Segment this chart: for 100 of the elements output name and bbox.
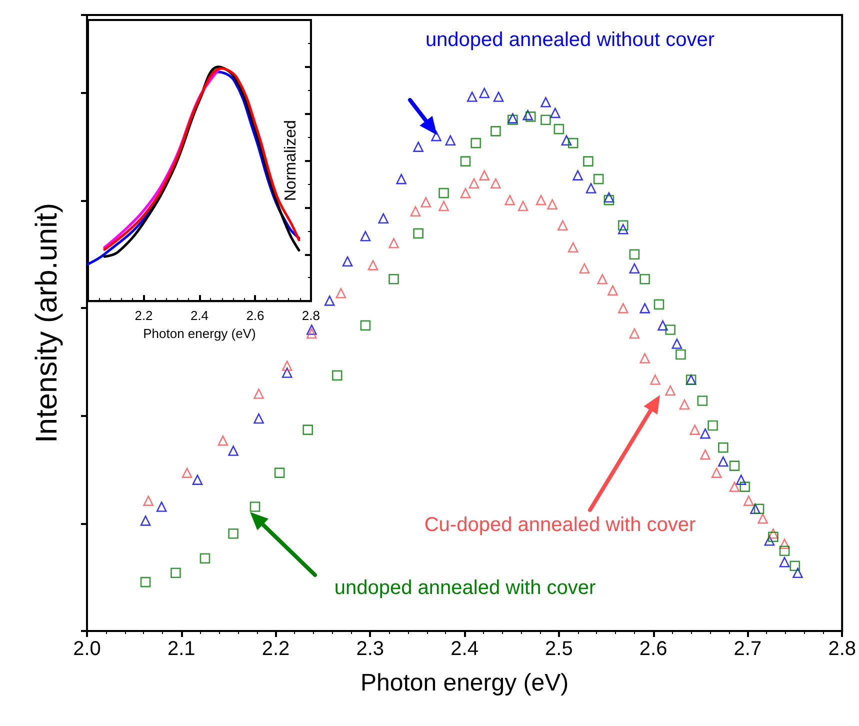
point: [658, 320, 668, 331]
point: [586, 183, 596, 194]
x-tick-label: 2.2: [262, 638, 290, 660]
x-tick-label: 2.4: [190, 308, 209, 324]
x-tick-label: 2.6: [246, 308, 264, 324]
point: [250, 502, 260, 512]
point: [779, 556, 790, 568]
point: [690, 424, 700, 435]
point: [604, 192, 614, 203]
point: [597, 274, 608, 284]
x-tick-label: 2.1: [167, 638, 196, 660]
point: [568, 138, 578, 148]
x-tick-label: 2.6: [639, 638, 668, 660]
x-axis-title: Photon energy (eV): [360, 670, 569, 696]
point: [336, 288, 346, 298]
point: [140, 516, 151, 526]
point: [282, 360, 292, 371]
point: [324, 296, 335, 306]
point: [718, 442, 728, 453]
point: [378, 213, 389, 224]
point: [306, 328, 317, 339]
point: [572, 170, 583, 180]
point: [540, 114, 551, 126]
point: [744, 496, 754, 506]
point: [708, 420, 718, 431]
point: [438, 188, 449, 198]
point: [540, 97, 551, 108]
point: [561, 135, 572, 146]
point: [396, 174, 406, 184]
point: [468, 178, 480, 189]
point: [413, 142, 424, 152]
point: [700, 449, 710, 460]
x-axis-title: Photon energy (eV): [143, 326, 256, 341]
point: [431, 130, 442, 142]
point: [764, 535, 775, 546]
point: [170, 568, 181, 578]
point: [460, 156, 471, 166]
point: [479, 170, 490, 180]
point: [368, 260, 378, 270]
point: [568, 242, 578, 253]
point: [420, 197, 431, 208]
point: [697, 396, 708, 406]
point: [718, 456, 728, 467]
point: [654, 299, 664, 310]
point: [306, 324, 317, 335]
point: [413, 228, 424, 239]
point: [332, 370, 342, 381]
point: [254, 413, 264, 424]
x-tick-label: 2.0: [73, 638, 101, 660]
point: [604, 194, 614, 206]
point: [779, 546, 790, 556]
point: [711, 468, 722, 478]
point: [779, 538, 790, 549]
point: [672, 338, 682, 349]
point: [143, 496, 154, 506]
x-tick-label: 2.2: [134, 308, 153, 324]
point: [618, 224, 628, 234]
point: [274, 468, 285, 478]
point: [518, 200, 528, 212]
point: [522, 110, 533, 120]
point: [736, 474, 746, 485]
point: [768, 528, 778, 539]
x-tick-label: 2.5: [545, 638, 573, 660]
point: [388, 274, 399, 284]
point: [156, 502, 167, 512]
point: [679, 399, 690, 410]
point: [445, 135, 456, 146]
point: [550, 108, 560, 118]
point: [750, 504, 760, 514]
x-tick-label: 2.8: [302, 308, 320, 324]
point: [665, 385, 676, 396]
point: [525, 112, 536, 122]
point: [388, 238, 399, 248]
point: [254, 388, 264, 399]
point: [792, 568, 803, 578]
point: [558, 220, 568, 231]
point: [729, 482, 740, 492]
point: [629, 263, 640, 274]
point: [650, 374, 660, 385]
point: [790, 560, 800, 572]
point: [460, 188, 471, 198]
point: [490, 178, 501, 189]
point: [466, 92, 478, 102]
point: [676, 349, 686, 360]
point: [665, 324, 676, 335]
point: [140, 576, 151, 588]
point: [618, 220, 628, 231]
point: [640, 274, 650, 284]
point: [360, 320, 371, 331]
point: [192, 474, 203, 485]
point: [200, 553, 210, 564]
point: [536, 194, 546, 206]
point: [547, 199, 558, 210]
point: [554, 124, 564, 134]
point: [182, 468, 192, 478]
point: [758, 513, 768, 524]
y-axis-title: Intensity (arb.unit): [30, 202, 64, 444]
point: [629, 328, 640, 339]
point: [700, 428, 710, 439]
point: [583, 156, 594, 166]
